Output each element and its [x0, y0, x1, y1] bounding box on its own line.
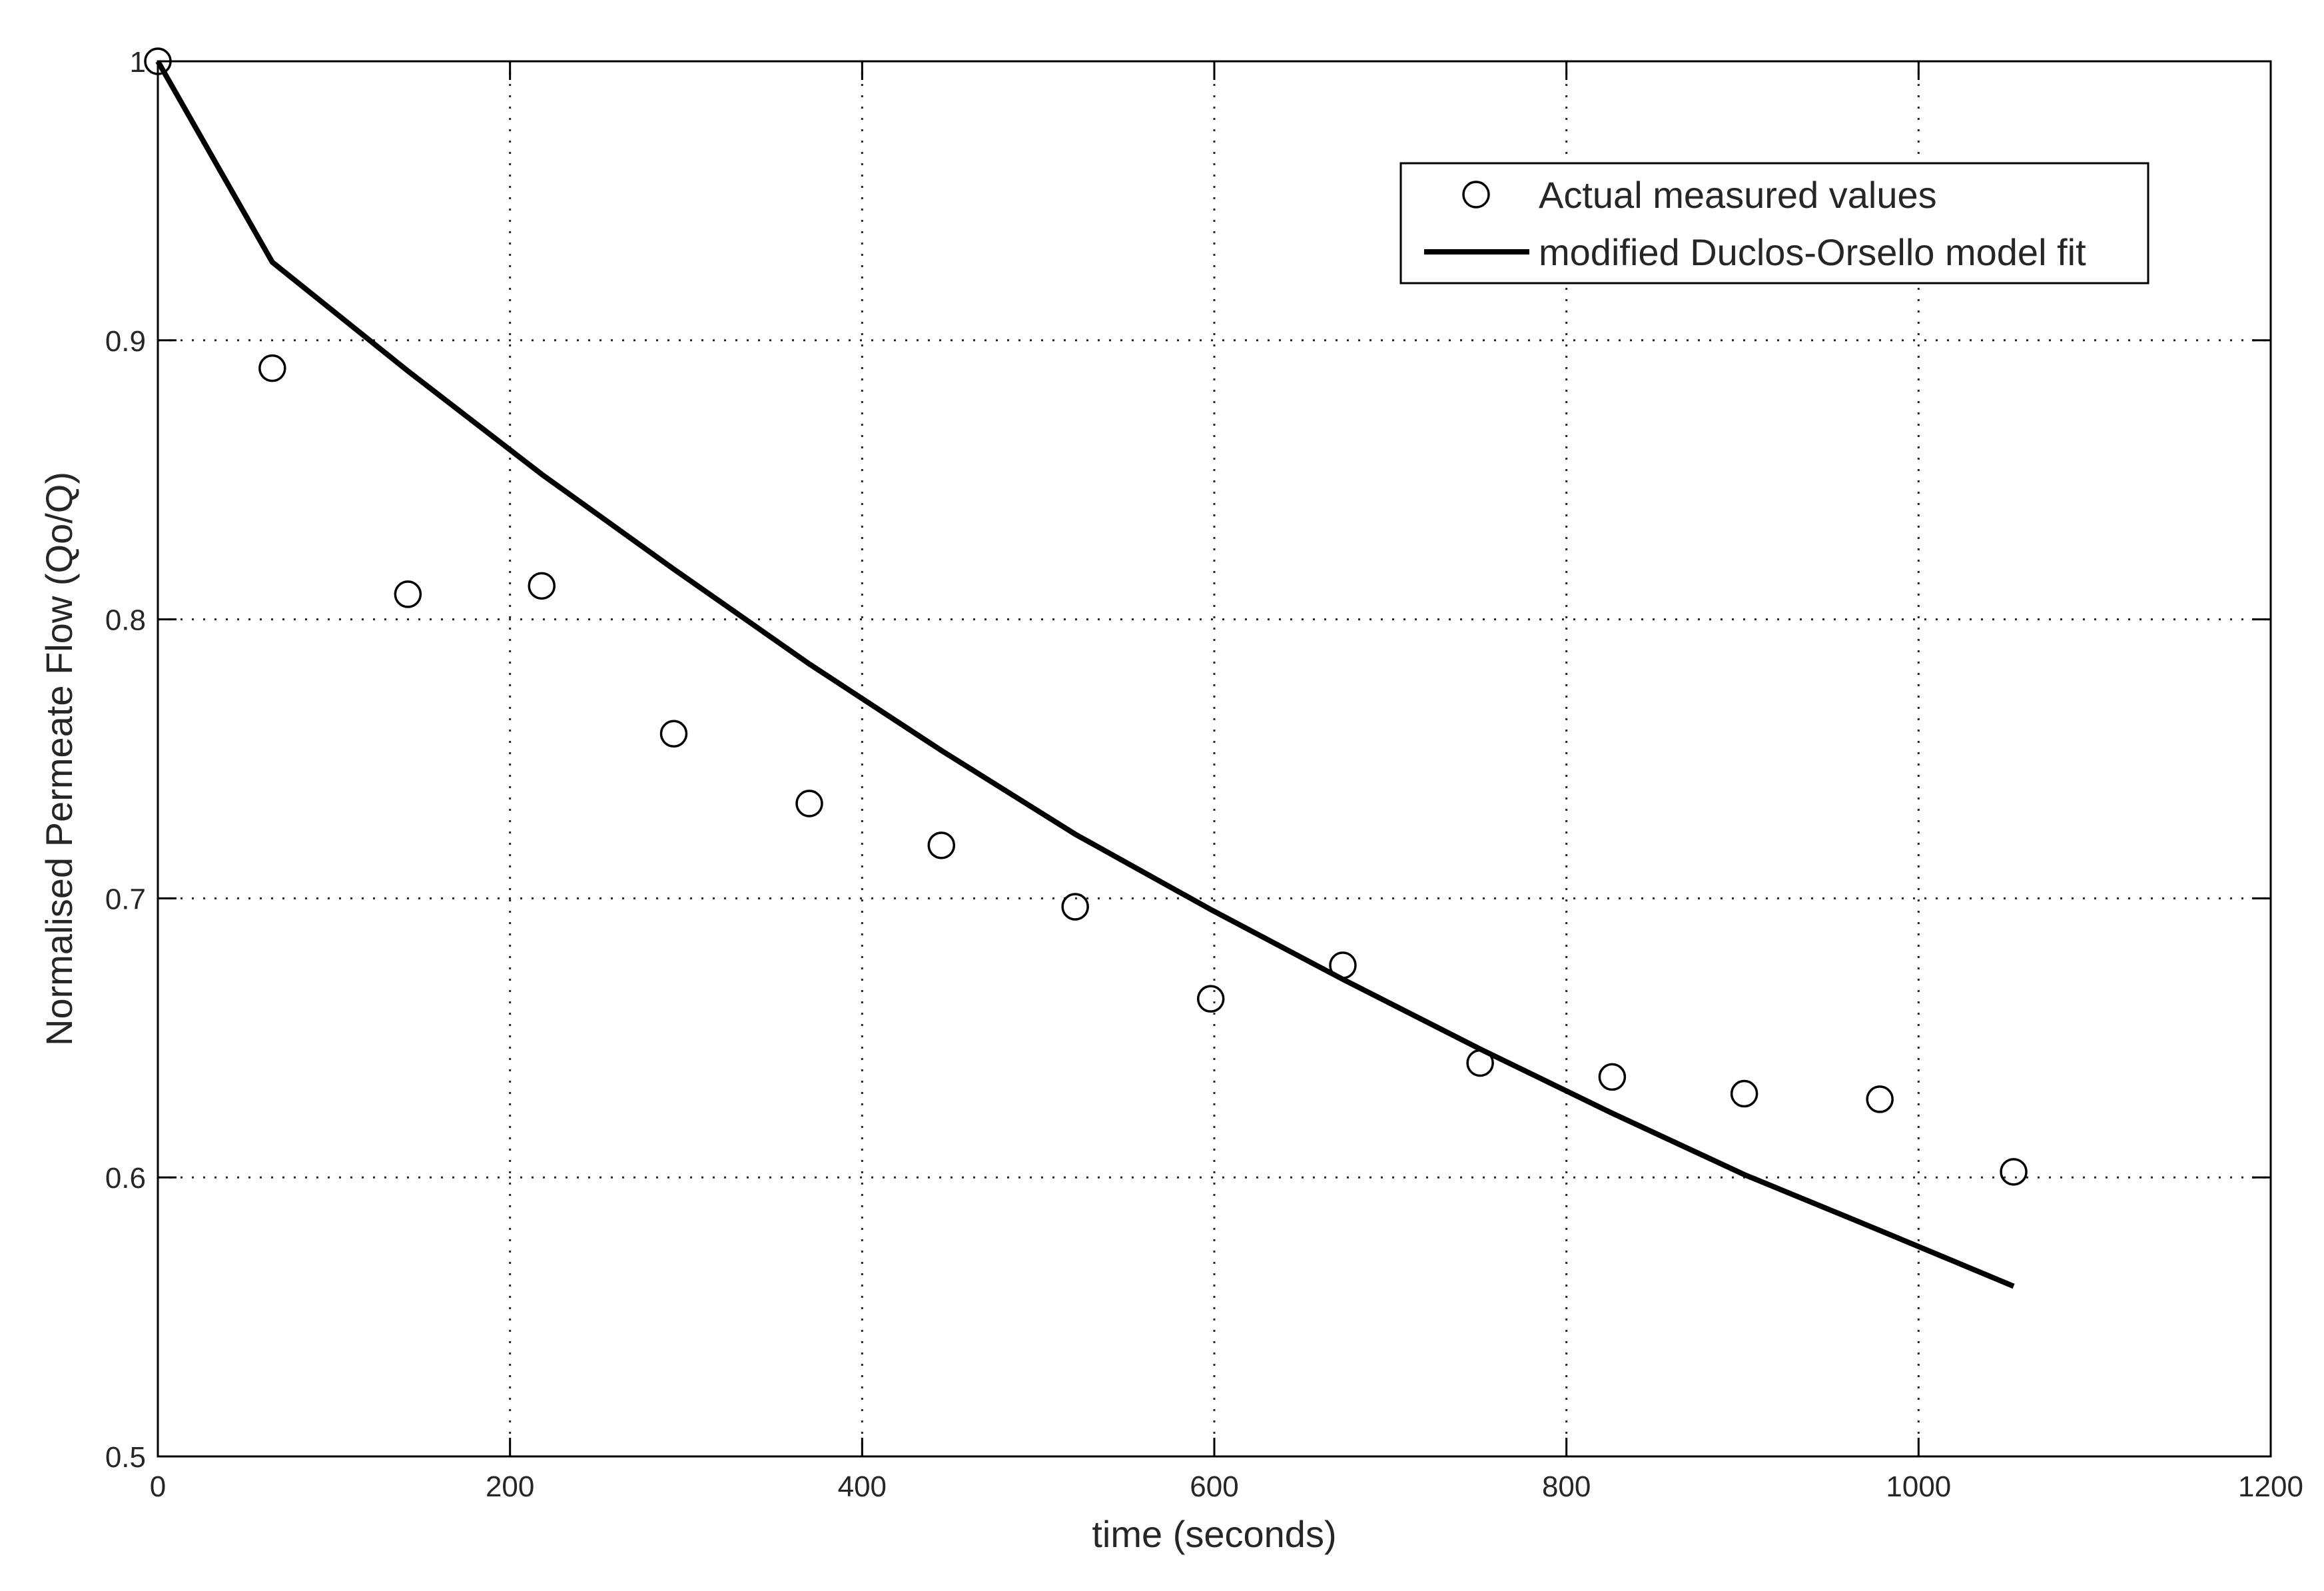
legend-label-measured: Actual measured values	[1539, 174, 1937, 216]
measured-point	[795, 790, 823, 817]
measured-point	[1730, 1079, 1758, 1108]
measured-point	[2000, 1158, 2028, 1186]
measured-point	[1866, 1085, 1894, 1113]
measured-point	[1466, 1049, 1494, 1077]
legend-box	[1399, 162, 2149, 284]
measured-point	[927, 831, 956, 859]
x-tick-label: 1000	[1886, 1470, 1951, 1503]
x-tick-label: 400	[838, 1470, 887, 1503]
legend-marker-icon	[1462, 181, 1490, 209]
x-tick-label: 800	[1542, 1470, 1591, 1503]
x-tick-label: 0	[150, 1470, 166, 1503]
y-tick-label: 0.9	[105, 325, 146, 358]
x-tick-label: 200	[486, 1470, 534, 1503]
measured-point	[1061, 893, 1089, 921]
measured-point	[394, 580, 422, 608]
x-tick-label: 600	[1190, 1470, 1238, 1503]
measured-point	[528, 572, 556, 600]
y-tick-label: 0.7	[105, 883, 146, 915]
axis-ticks: 0 200 400 600 800 1000 1200 0.5 0.6 0.7 0.8 0.9 1	[105, 46, 2303, 1503]
y-tick-label: 0.8	[105, 604, 146, 637]
x-tick-label: 1200	[2238, 1470, 2303, 1503]
measured-point	[1329, 951, 1357, 979]
y-tick-label: 1	[130, 46, 146, 79]
measured-point	[659, 720, 688, 748]
y-tick-label: 0.6	[105, 1162, 146, 1195]
legend-label-model-fit: modified Duclos-Orsello model fit	[1539, 231, 2086, 273]
measured-point	[1196, 985, 1225, 1013]
x-axis-label: time (seconds)	[1092, 1513, 1336, 1555]
measured-point	[144, 47, 172, 75]
y-tick-label: 0.5	[105, 1441, 146, 1474]
series	[144, 47, 2028, 1289]
model-fit-line	[155, 60, 2015, 1289]
y-axis-label: Normalised Permeate Flow (Qo/Q)	[38, 472, 80, 1046]
measured-point	[258, 354, 286, 382]
grid	[158, 61, 2271, 1456]
legend: Actual measured values modified Duclos-O…	[1399, 162, 2149, 284]
measured-point	[1598, 1063, 1627, 1091]
